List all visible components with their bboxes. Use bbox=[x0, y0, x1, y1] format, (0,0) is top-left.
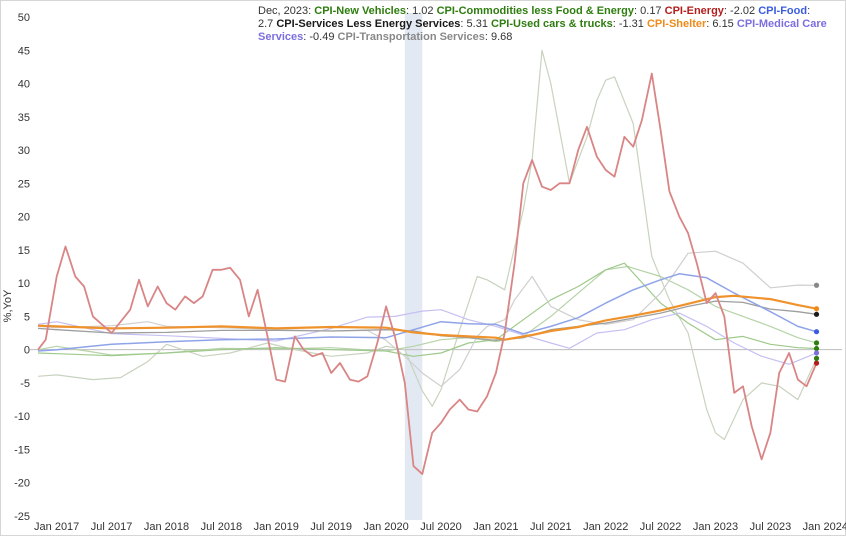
x-tick-label: Jul 2017 bbox=[91, 521, 133, 533]
x-tick-label: Jan 2019 bbox=[254, 521, 299, 533]
y-tick-label: 5 bbox=[24, 311, 30, 323]
series-line bbox=[37, 72, 818, 475]
legend-series-value: 9.68 bbox=[490, 31, 513, 43]
y-tick-label: 15 bbox=[18, 245, 30, 257]
chart-legend: Dec, 2023: CPI-New Vehicles: 1.02 CPI-Co… bbox=[258, 5, 827, 43]
legend-series-value: 2.7 bbox=[258, 18, 274, 30]
legend-series-name: CPI-Food bbox=[758, 5, 808, 17]
y-tick-label: 35 bbox=[18, 112, 30, 124]
recession-band-layer bbox=[404, 13, 423, 520]
series-lines bbox=[37, 49, 818, 475]
y-tick-label: -20 bbox=[14, 478, 30, 490]
x-tick-label: Jul 2019 bbox=[310, 521, 352, 533]
x-tick-label: Jul 2021 bbox=[530, 521, 572, 533]
legend-series-value: -1.31 bbox=[618, 18, 644, 30]
y-tick-label: 45 bbox=[18, 45, 30, 57]
series-line bbox=[37, 273, 817, 352]
series-endpoint bbox=[813, 360, 820, 366]
x-tick-label: Jul 2022 bbox=[640, 521, 682, 533]
legend-series-name: CPI-Energy bbox=[664, 5, 724, 17]
y-tick-label: 0 bbox=[24, 345, 30, 357]
legend-series-name: CPI-Services Less Energy Services bbox=[276, 18, 461, 30]
legend-date: Dec, 2023: bbox=[258, 5, 312, 17]
x-tick-label: Jul 2020 bbox=[420, 521, 462, 533]
legend-series-name: CPI-Transportation Services bbox=[337, 31, 485, 43]
y-tick-label: 25 bbox=[18, 178, 30, 190]
legend-series-name: CPI-Medical Care Services bbox=[258, 18, 827, 43]
y-tick-label: 40 bbox=[18, 79, 30, 91]
x-axis-ticks: Jan 2017 Jul 2017 Jan 2018 Jul 2018 Jan 2019… bbox=[34, 521, 846, 533]
legend-series-value: 6.15 bbox=[712, 18, 734, 30]
series-endpoint bbox=[813, 306, 820, 312]
series-line bbox=[37, 49, 818, 441]
recession-band bbox=[404, 13, 423, 520]
series-endpoint bbox=[813, 340, 820, 346]
series-line bbox=[37, 309, 817, 365]
series-endpoint bbox=[813, 350, 820, 356]
y-tick-label: 50 bbox=[18, 12, 30, 24]
series-endpoint bbox=[813, 282, 820, 288]
legend-series-value: 1.02 bbox=[412, 5, 434, 17]
y-tick-label: 20 bbox=[18, 212, 30, 224]
series-endpoints bbox=[813, 282, 820, 366]
x-tick-label: Jan 2024 bbox=[803, 521, 846, 533]
legend-series-name: CPI-New Vehicles bbox=[314, 5, 406, 17]
y-tick-label: -10 bbox=[14, 411, 30, 423]
legend-series-value: -0.49 bbox=[309, 31, 335, 43]
y-axis-title: %,YoY bbox=[2, 289, 14, 322]
legend-series-name: CPI-Used cars & trucks bbox=[491, 18, 613, 30]
x-tick-label: Jul 2023 bbox=[750, 521, 792, 533]
legend-series-value: 0.17 bbox=[640, 5, 662, 17]
y-tick-label: 10 bbox=[18, 278, 30, 290]
series-endpoint bbox=[813, 311, 820, 317]
legend-series-value: -2.02 bbox=[730, 5, 756, 17]
y-tick-label: -15 bbox=[14, 444, 30, 456]
series-endpoint bbox=[813, 329, 820, 335]
y-tick-label: 30 bbox=[18, 145, 30, 157]
x-tick-label: Jan 2020 bbox=[363, 521, 408, 533]
legend-series-value: 5.31 bbox=[466, 18, 488, 30]
series-endpoint bbox=[813, 345, 820, 352]
x-tick-label: Jan 2022 bbox=[583, 521, 628, 533]
series-endpoint bbox=[813, 355, 820, 361]
x-tick-label: Jan 2018 bbox=[144, 521, 189, 533]
x-tick-label: Jul 2018 bbox=[201, 521, 243, 533]
series-line bbox=[37, 300, 817, 342]
x-tick-label: Jan 2023 bbox=[693, 521, 738, 533]
y-tick-label: -5 bbox=[20, 378, 30, 390]
x-tick-label: Jan 2017 bbox=[34, 521, 79, 533]
legend-series-name: CPI-Commodities less Food & Energy bbox=[436, 5, 635, 17]
legend-series-name: CPI-Shelter bbox=[646, 18, 707, 30]
y-tick-label: -25 bbox=[14, 511, 30, 523]
series-line bbox=[37, 294, 817, 341]
x-tick-label: Jan 2021 bbox=[473, 521, 518, 533]
